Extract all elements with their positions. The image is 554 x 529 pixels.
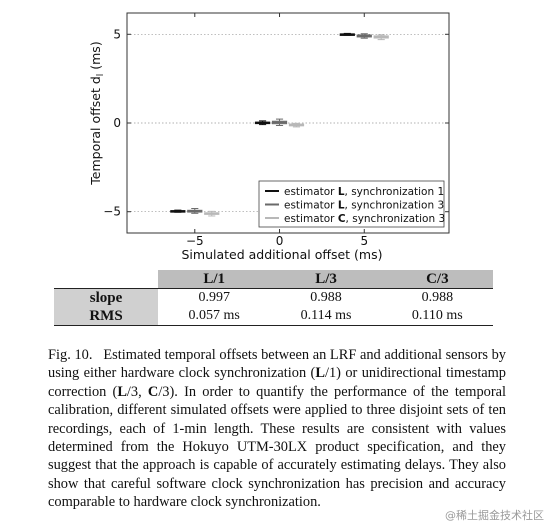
table-cell: 0.110 ms <box>381 307 493 326</box>
box-series <box>170 32 389 217</box>
legend-box <box>258 180 445 228</box>
y-axis-label: Temporal offset dl (ms) <box>88 41 106 185</box>
table-cell: 0.114 ms <box>270 307 382 326</box>
box-mark <box>271 118 288 126</box>
table-cell: 0.988 <box>270 288 382 307</box>
watermark: @稀土掘金技术社区 <box>445 509 544 522</box>
legend: estimator L, synchronization 1 estimator … <box>258 180 445 228</box>
column-header: L/1 <box>158 270 271 289</box>
column-header: C/3 <box>381 270 493 289</box>
y-tick-label: −5 <box>103 205 121 219</box>
y-label-unit: (ms) <box>88 41 103 73</box>
legend-label: estimator L, synchronization 3 <box>284 200 444 212</box>
results-table: L/1 L/3 C/3 slope 0.997 0.988 0.988 RMS … <box>54 270 493 326</box>
y-label-subscript: l <box>96 74 106 77</box>
y-tick-label: 0 <box>113 116 121 130</box>
box-mark <box>288 122 305 128</box>
axis-ticks: −5 0 5 −5 0 5 <box>103 13 449 248</box>
caption-label: Fig. 10. <box>48 347 93 363</box>
box-mark <box>339 32 355 36</box>
table-row: RMS 0.057 ms 0.114 ms 0.110 ms <box>54 307 493 326</box>
table-header-row: L/1 L/3 C/3 <box>54 270 493 289</box>
box-mark <box>204 210 220 217</box>
column-header: L/3 <box>270 270 382 289</box>
figure-caption: Fig. 10. Estimated temporal offsets betw… <box>48 347 507 511</box>
y-label-main: Temporal offset d <box>88 76 103 185</box>
table-cell: 0.057 ms <box>158 307 271 326</box>
x-tick-label: 0 <box>276 234 284 248</box>
legend-label: estimator C, synchronization 3 <box>284 213 445 225</box>
x-tick-label: −5 <box>186 234 204 248</box>
boxplot-figure: −5 0 5 −5 0 5 Temporal offset dl (ms) Simulat… <box>88 12 450 262</box>
table-row: slope 0.997 0.988 0.988 <box>54 288 493 307</box>
box-mark <box>170 209 186 213</box>
table-cell: 0.988 <box>381 288 493 307</box>
legend-label: estimator L, synchronization 1 <box>284 186 444 198</box>
box-mark <box>187 208 203 214</box>
box-mark <box>373 34 389 41</box>
box-mark <box>356 33 372 39</box>
table-cell: 0.997 <box>158 288 271 307</box>
x-axis-label: Simulated additional offset (ms) <box>182 247 383 262</box>
row-header: RMS <box>54 307 158 326</box>
table-corner <box>54 270 158 289</box>
y-tick-label: 5 <box>113 27 121 41</box>
row-header: slope <box>54 288 158 307</box>
x-tick-label: 5 <box>360 234 368 248</box>
box-mark <box>254 120 271 126</box>
